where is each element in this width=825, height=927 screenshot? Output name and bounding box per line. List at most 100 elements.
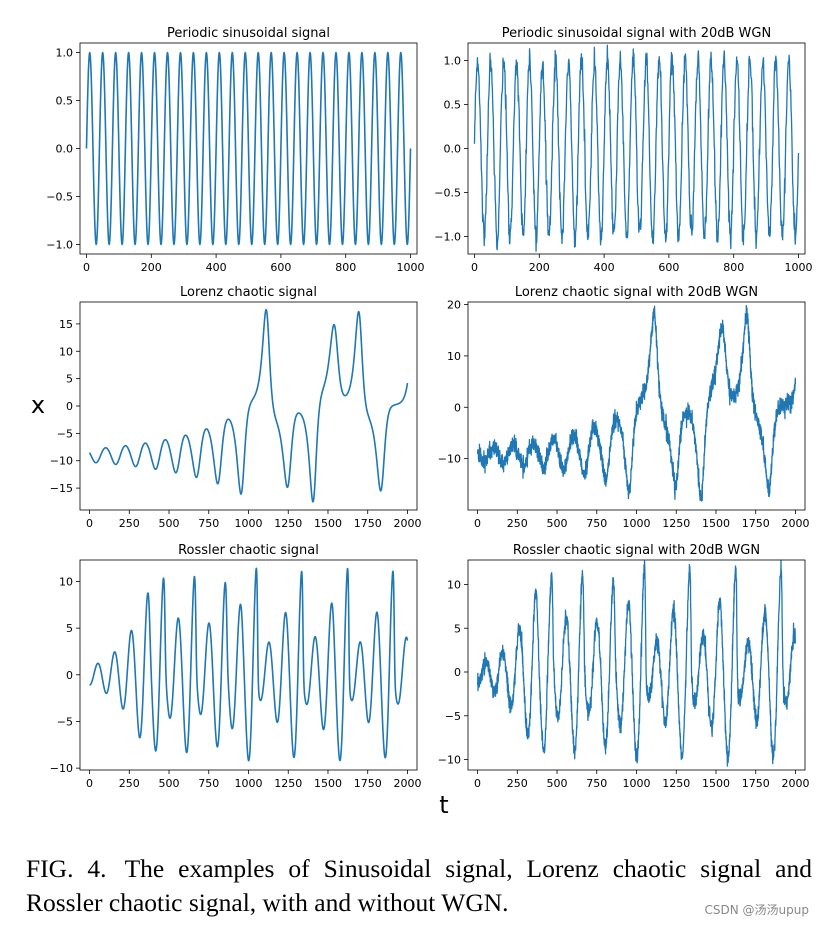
x-axis-label: t xyxy=(439,791,448,819)
x-tick-label: 500 xyxy=(159,517,180,530)
series-line xyxy=(473,44,800,252)
x-tick-label: 2000 xyxy=(781,777,809,790)
x-tick-label: 1750 xyxy=(742,777,770,790)
x-tick-label: 500 xyxy=(159,777,180,790)
x-tick-label: 0 xyxy=(474,517,481,530)
x-tick-label: 2000 xyxy=(781,517,809,530)
subplot-4: Lorenz chaotic signal with 20dB WGN 0 250 5… xyxy=(438,285,810,530)
x-tick-label: 1000 xyxy=(785,261,813,274)
subplot-title: Lorenz chaotic signal with 20dB WGN xyxy=(515,285,758,300)
y-tick-label: −0.5 xyxy=(434,186,461,199)
x-tick-label: 1250 xyxy=(662,517,690,530)
x-tick-label: 1750 xyxy=(742,517,770,530)
x-tick-label: 1750 xyxy=(354,777,382,790)
x-tick-label: 1500 xyxy=(314,777,342,790)
x-tick-label: 750 xyxy=(586,517,607,530)
figure: x t Periodic sinusoidal signal 0 200 400 600… xyxy=(31,26,813,819)
y-tick-label: 0.5 xyxy=(444,99,462,112)
x-tick-label: 0 xyxy=(471,261,478,274)
subplot-title: Lorenz chaotic signal xyxy=(180,285,317,300)
subplot-6: Rossler chaotic signal with 20dB WGN 0 250… xyxy=(438,543,810,790)
x-tick-label: 750 xyxy=(198,517,219,530)
x-tick-label: 400 xyxy=(594,261,615,274)
x-tick-label: 250 xyxy=(507,777,528,790)
x-tick-label: 750 xyxy=(198,777,219,790)
y-tick-label: −5 xyxy=(57,715,73,728)
x-tick-label: 600 xyxy=(270,261,291,274)
series-line xyxy=(85,51,412,246)
x-tick-label: 1500 xyxy=(702,777,730,790)
x-tick-label: 2000 xyxy=(393,777,421,790)
x-tick-label: 1000 xyxy=(235,517,263,530)
y-tick-label: −10 xyxy=(50,762,73,775)
y-tick-label: 0 xyxy=(66,400,73,413)
x-tick-label: 2000 xyxy=(393,517,421,530)
x-tick-label: 0 xyxy=(86,517,93,530)
y-tick-label: −5 xyxy=(445,710,461,723)
subplot-1: Periodic sinusoidal signal 0 200 400 600 800 1… xyxy=(46,26,424,274)
x-tick-label: 0 xyxy=(83,261,90,274)
y-tick-label: 5 xyxy=(66,373,73,386)
subplot-title: Periodic sinusoidal signal xyxy=(167,26,330,41)
y-tick-label: −1.0 xyxy=(46,238,73,251)
watermark: CSDN @汤汤upup xyxy=(704,903,809,917)
x-tick-label: 0 xyxy=(474,777,481,790)
x-tick-label: 400 xyxy=(206,261,227,274)
y-tick-label: −1.0 xyxy=(434,230,461,243)
subplot-3: Lorenz chaotic signal 0 250 500 750 1000 1250 1… xyxy=(50,285,422,530)
x-tick-label: 1250 xyxy=(662,777,690,790)
y-tick-label: 1.0 xyxy=(444,55,462,68)
y-axis-label: x xyxy=(31,391,45,419)
y-tick-label: −10 xyxy=(438,453,461,466)
y-tick-label: 1.0 xyxy=(56,47,74,60)
x-tick-label: 1000 xyxy=(623,517,651,530)
y-tick-label: −10 xyxy=(438,754,461,767)
x-tick-label: 1750 xyxy=(354,517,382,530)
x-tick-label: 1500 xyxy=(702,517,730,530)
y-tick-label: −0.5 xyxy=(46,190,73,203)
x-tick-label: 1250 xyxy=(274,777,302,790)
series-line xyxy=(88,308,409,503)
y-tick-label: −10 xyxy=(50,455,73,468)
x-tick-label: 1500 xyxy=(314,517,342,530)
subplot-title: Periodic sinusoidal signal with 20dB WGN xyxy=(502,26,771,41)
x-tick-label: 0 xyxy=(86,777,93,790)
caption-text: The examples of Sinusoidal signal, Loren… xyxy=(26,854,812,917)
x-tick-label: 1250 xyxy=(274,517,302,530)
y-tick-label: −5 xyxy=(57,427,73,440)
x-tick-label: 750 xyxy=(586,777,607,790)
y-tick-label: 10 xyxy=(59,575,73,588)
x-tick-label: 1000 xyxy=(235,777,263,790)
x-tick-label: 200 xyxy=(141,261,162,274)
x-tick-label: 1000 xyxy=(397,261,425,274)
y-tick-label: 10 xyxy=(447,579,461,592)
y-tick-label: −15 xyxy=(50,482,73,495)
y-tick-label: 20 xyxy=(447,299,461,312)
y-tick-label: 0 xyxy=(66,669,73,682)
y-tick-label: 0 xyxy=(454,666,461,679)
series-line xyxy=(476,304,797,502)
x-tick-label: 1000 xyxy=(623,777,651,790)
y-tick-label: 5 xyxy=(454,622,461,635)
axes-frame xyxy=(467,559,806,771)
y-tick-label: 0 xyxy=(454,401,461,414)
y-tick-label: 0.5 xyxy=(56,95,74,108)
x-tick-label: 800 xyxy=(723,261,744,274)
x-tick-label: 200 xyxy=(529,261,550,274)
x-tick-label: 500 xyxy=(547,777,568,790)
y-tick-label: 0.0 xyxy=(56,143,74,156)
y-tick-label: 0.0 xyxy=(444,143,462,156)
x-tick-label: 600 xyxy=(658,261,679,274)
subplot-title: Rossler chaotic signal xyxy=(178,543,319,558)
x-tick-label: 800 xyxy=(335,261,356,274)
subplot-5: Rossler chaotic signal 0 250 500 750 1000 1250… xyxy=(50,543,422,790)
series-line xyxy=(88,567,409,762)
y-tick-label: 10 xyxy=(447,350,461,363)
subplot-title: Rossler chaotic signal with 20dB WGN xyxy=(513,543,760,558)
figure-caption: FIG. 4. The examples of Sinusoidal signal… xyxy=(26,852,812,920)
y-tick-label: 15 xyxy=(59,318,73,331)
subplot-2: Periodic sinusoidal signal with 20dB WGN… xyxy=(434,26,812,274)
y-tick-label: 10 xyxy=(59,345,73,358)
series-line xyxy=(476,559,797,767)
